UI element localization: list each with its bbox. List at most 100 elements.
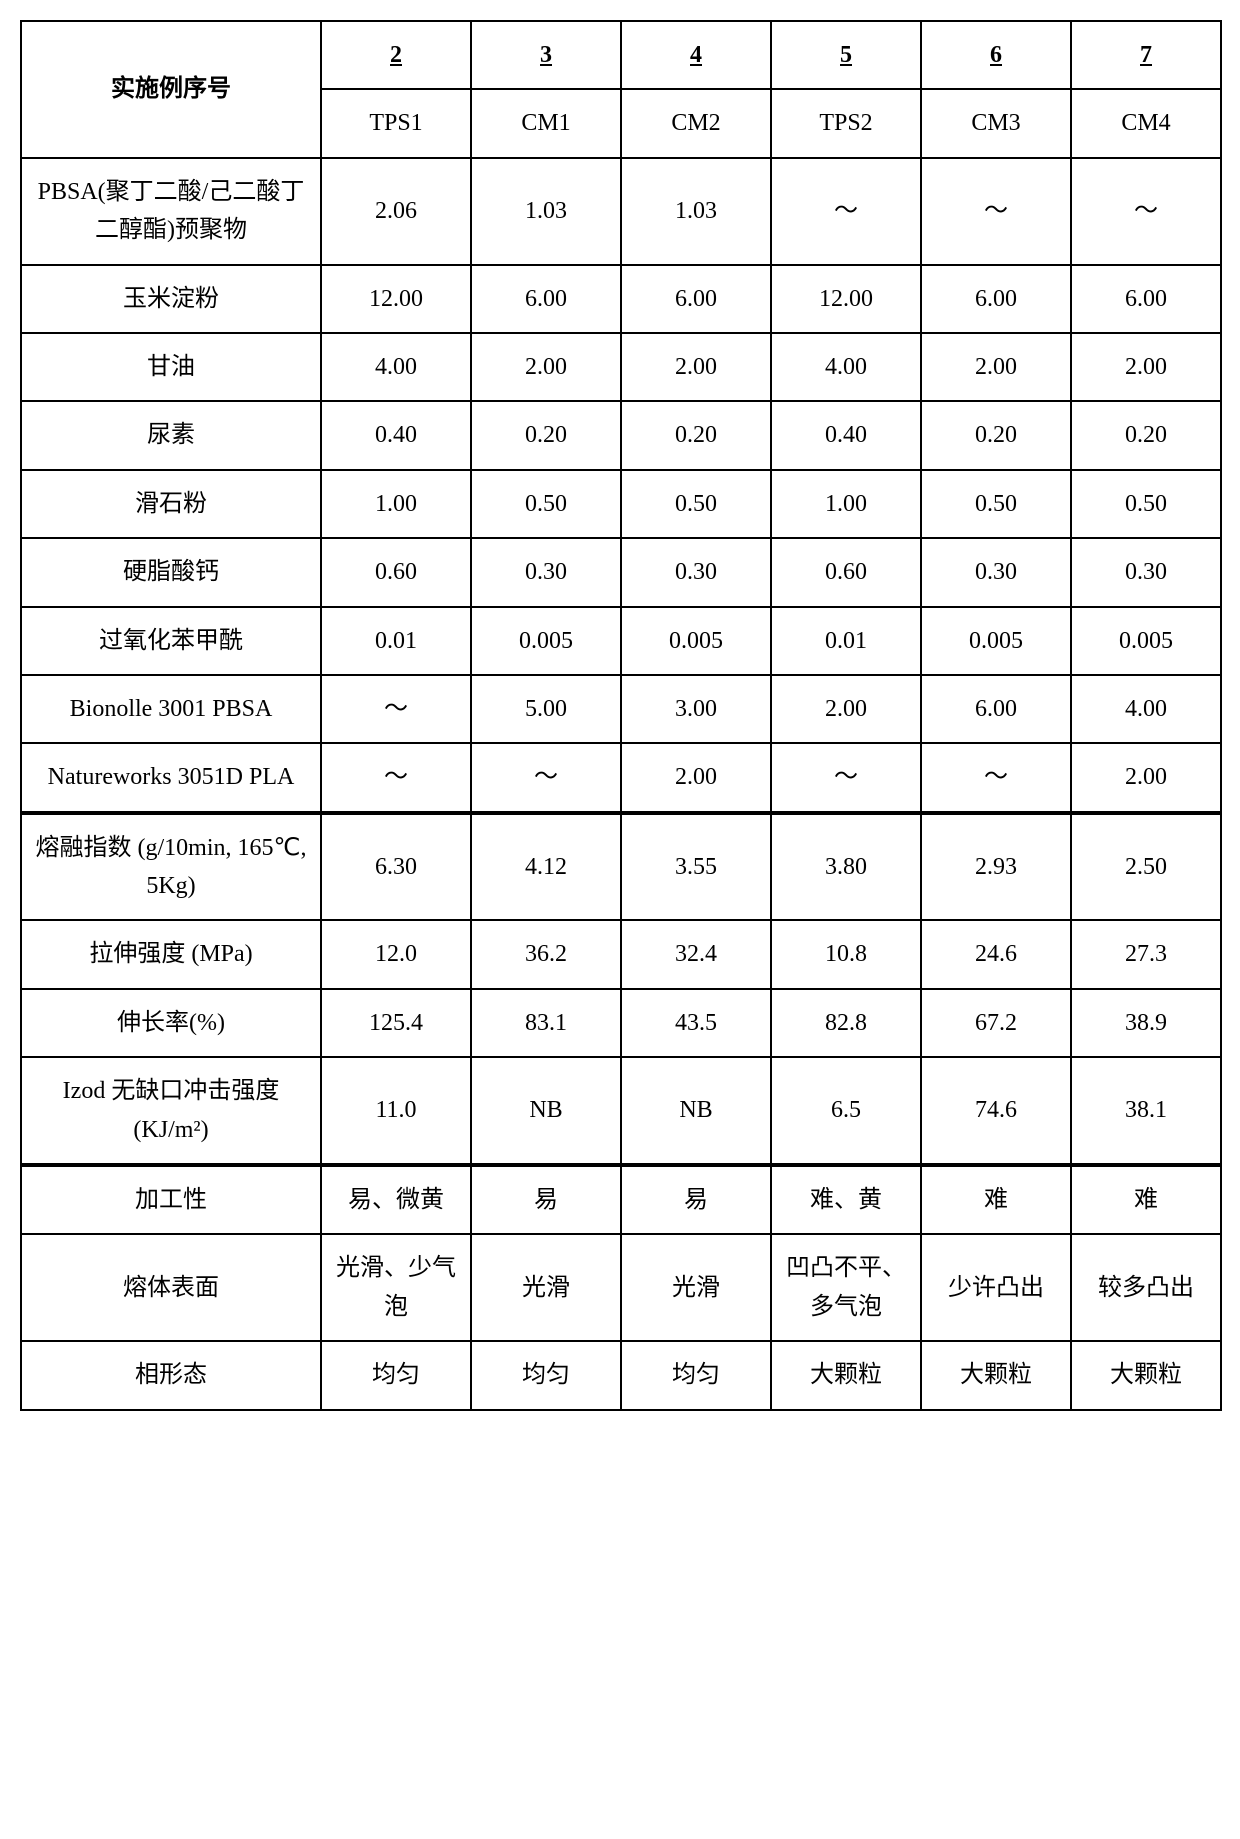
data-cell: 6.00 (471, 265, 621, 333)
data-cell: ～ (321, 675, 471, 743)
row-label: 甘油 (21, 333, 321, 401)
table-row: 拉伸强度 (MPa)12.036.232.410.824.627.3 (21, 920, 1221, 988)
column-code: CM3 (921, 89, 1071, 157)
data-cell: 4.00 (321, 333, 471, 401)
column-number: 3 (471, 21, 621, 89)
data-cell: 12.00 (321, 265, 471, 333)
table-row: 过氧化苯甲酰0.010.0050.0050.010.0050.005 (21, 607, 1221, 675)
data-cell: 1.03 (471, 158, 621, 265)
data-cell: 0.005 (921, 607, 1071, 675)
data-cell: 3.00 (621, 675, 771, 743)
column-number: 2 (321, 21, 471, 89)
row-label: 尿素 (21, 401, 321, 469)
row-label: 玉米淀粉 (21, 265, 321, 333)
data-cell: 4.12 (471, 813, 621, 921)
row-label: 伸长率(%) (21, 989, 321, 1057)
data-cell: ～ (771, 158, 921, 265)
data-cell: 0.60 (771, 538, 921, 606)
data-cell: 光滑 (621, 1234, 771, 1341)
data-cell: 2.06 (321, 158, 471, 265)
column-code: CM1 (471, 89, 621, 157)
column-number: 4 (621, 21, 771, 89)
data-cell: 0.005 (471, 607, 621, 675)
data-cell: 2.00 (771, 675, 921, 743)
row-label: 拉伸强度 (MPa) (21, 920, 321, 988)
data-cell: 11.0 (321, 1057, 471, 1165)
data-cell: 38.9 (1071, 989, 1221, 1057)
data-cell: 0.005 (1071, 607, 1221, 675)
row-label: 实施例序号 (21, 21, 321, 158)
row-label: 相形态 (21, 1341, 321, 1409)
data-cell: 6.5 (771, 1057, 921, 1165)
data-cell: 少许凸出 (921, 1234, 1071, 1341)
data-cell: 大颗粒 (1071, 1341, 1221, 1409)
column-code: TPS2 (771, 89, 921, 157)
table-row: 玉米淀粉12.006.006.0012.006.006.00 (21, 265, 1221, 333)
row-label: PBSA(聚丁二酸/己二酸丁二醇酯)预聚物 (21, 158, 321, 265)
data-cell: 0.30 (471, 538, 621, 606)
row-label: 硬脂酸钙 (21, 538, 321, 606)
data-cell: 难 (1071, 1165, 1221, 1234)
data-cell: 2.00 (921, 333, 1071, 401)
data-cell: 难、黄 (771, 1165, 921, 1234)
data-cell: 83.1 (471, 989, 621, 1057)
data-cell: 2.93 (921, 813, 1071, 921)
data-cell: 0.50 (621, 470, 771, 538)
data-cell: 较多凸出 (1071, 1234, 1221, 1341)
data-cell: 125.4 (321, 989, 471, 1057)
data-cell: 1.03 (621, 158, 771, 265)
data-cell: 光滑 (471, 1234, 621, 1341)
row-label: 过氧化苯甲酰 (21, 607, 321, 675)
data-cell: 27.3 (1071, 920, 1221, 988)
data-cell: 1.00 (771, 470, 921, 538)
data-cell: 36.2 (471, 920, 621, 988)
data-cell: 易、微黄 (321, 1165, 471, 1234)
data-cell: ～ (471, 743, 621, 812)
data-cell: 0.20 (621, 401, 771, 469)
table-row: 加工性易、微黄易易难、黄难难 (21, 1165, 1221, 1234)
data-cell: 2.00 (471, 333, 621, 401)
data-cell: 0.20 (471, 401, 621, 469)
data-cell: 3.55 (621, 813, 771, 921)
data-cell: 2.00 (1071, 743, 1221, 812)
row-label: Izod 无缺口冲击强度(KJ/m²) (21, 1057, 321, 1165)
data-cell: 74.6 (921, 1057, 1071, 1165)
column-number: 7 (1071, 21, 1221, 89)
data-cell: 12.00 (771, 265, 921, 333)
data-cell: 均匀 (321, 1341, 471, 1409)
row-label: 滑石粉 (21, 470, 321, 538)
table-row: 相形态均匀均匀均匀大颗粒大颗粒大颗粒 (21, 1341, 1221, 1409)
data-cell: 均匀 (471, 1341, 621, 1409)
data-cell: 易 (621, 1165, 771, 1234)
data-cell: 大颗粒 (921, 1341, 1071, 1409)
data-cell: 大颗粒 (771, 1341, 921, 1409)
data-cell: 38.1 (1071, 1057, 1221, 1165)
row-label: Natureworks 3051D PLA (21, 743, 321, 812)
data-cell: 32.4 (621, 920, 771, 988)
data-cell: 光滑、少气泡 (321, 1234, 471, 1341)
row-label: 加工性 (21, 1165, 321, 1234)
data-cell: 0.20 (1071, 401, 1221, 469)
data-cell: 0.50 (921, 470, 1071, 538)
data-cell: 24.6 (921, 920, 1071, 988)
data-cell: 0.40 (771, 401, 921, 469)
table-row: PBSA(聚丁二酸/己二酸丁二醇酯)预聚物2.061.031.03～～～ (21, 158, 1221, 265)
table-row: 伸长率(%)125.483.143.582.867.238.9 (21, 989, 1221, 1057)
data-cell: 4.00 (771, 333, 921, 401)
table-row: Bionolle 3001 PBSA～5.003.002.006.004.00 (21, 675, 1221, 743)
data-cell: ～ (921, 743, 1071, 812)
table-row: 熔体表面光滑、少气泡光滑光滑凹凸不平、多气泡少许凸出较多凸出 (21, 1234, 1221, 1341)
data-cell: 6.00 (621, 265, 771, 333)
data-cell: 0.01 (771, 607, 921, 675)
column-number: 5 (771, 21, 921, 89)
data-cell: 12.0 (321, 920, 471, 988)
data-cell: 6.00 (921, 265, 1071, 333)
data-table: 实施例序号234567TPS1CM1CM2TPS2CM3CM4PBSA(聚丁二酸… (20, 20, 1222, 1411)
data-cell: 难 (921, 1165, 1071, 1234)
data-cell: 5.00 (471, 675, 621, 743)
data-cell: 0.50 (471, 470, 621, 538)
data-cell: 0.005 (621, 607, 771, 675)
data-cell: 1.00 (321, 470, 471, 538)
table-row: Natureworks 3051D PLA～～2.00～～2.00 (21, 743, 1221, 812)
table-row: 甘油4.002.002.004.002.002.00 (21, 333, 1221, 401)
